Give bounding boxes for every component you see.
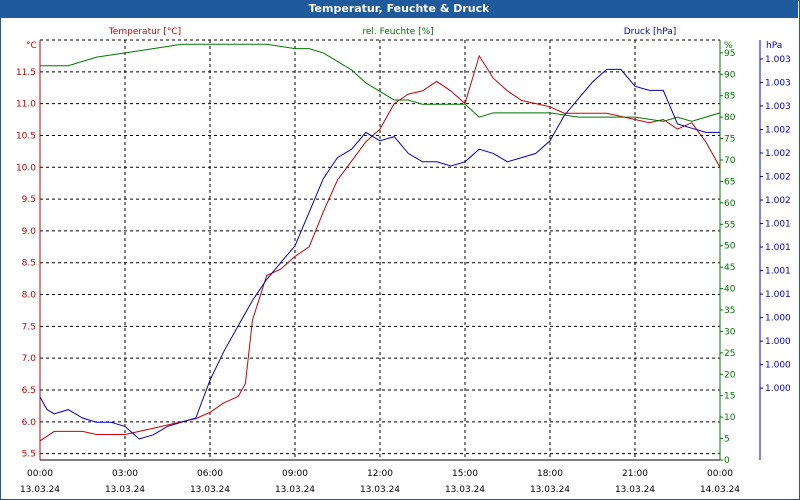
- humidity-tick-label: 70: [724, 156, 736, 166]
- x-tick-date: 13.03.24: [360, 485, 400, 495]
- x-tick-time: 03:00: [112, 469, 138, 479]
- pressure-tick-label: 1.002: [765, 149, 791, 159]
- x-tick-time: 15:00: [452, 469, 478, 479]
- series-line-humidity: [40, 43, 721, 122]
- humidity-tick-label: 5: [724, 435, 730, 445]
- pressure-tick-label: 1.003: [765, 102, 791, 112]
- x-tick-time: 00:00: [27, 469, 53, 479]
- humidity-tick-label: 40: [724, 285, 736, 295]
- humidity-tick-label: 50: [724, 242, 736, 252]
- x-tick-time: 21:00: [622, 469, 648, 479]
- pressure-tick-label: 1.002: [765, 196, 791, 206]
- pressure-tick-label: 1.001: [765, 243, 791, 253]
- legend-humidity: rel. Feuchte [%]: [362, 27, 433, 37]
- temperature-tick-label: 10.5: [16, 131, 36, 141]
- axes: [39, 39, 763, 461]
- legend-temperature: Temperatur [°C]: [108, 27, 181, 37]
- series-line-temperature: [39, 54, 721, 442]
- humidity-tick-label: 15: [724, 392, 735, 402]
- humidity-tick-label: 0: [724, 456, 730, 466]
- x-tick-time: 09:00: [282, 469, 308, 479]
- humidity-tick-label: 25: [724, 349, 735, 359]
- humidity-tick-label: 35: [724, 306, 735, 316]
- x-tick-date: 13.03.24: [105, 485, 145, 495]
- humidity-unit-label: %: [724, 41, 733, 51]
- series-line-pressure: [39, 68, 720, 440]
- temperature-tick-label: 10.0: [16, 163, 36, 173]
- humidity-tick-label: 85: [724, 92, 735, 102]
- window-title: Temperatur, Feuchte & Druck: [0, 0, 798, 18]
- humidity-tick-label: 80: [724, 113, 736, 123]
- temperature-tick-label: 8.5: [22, 259, 36, 269]
- pressure-tick-label: 1.002: [765, 125, 791, 135]
- x-tick-date: 13.03.24: [615, 485, 655, 495]
- humidity-tick-label: 65: [724, 177, 735, 187]
- grid: [40, 40, 720, 460]
- pressure-tick-label: 1.003: [765, 55, 791, 65]
- temperature-tick-label: 6.0: [22, 418, 37, 428]
- pressure-tick-label: 1.000: [765, 314, 791, 324]
- temperature-unit-label: °C: [26, 41, 37, 51]
- x-tick-date: 13.03.24: [445, 485, 485, 495]
- humidity-tick-label: 75: [724, 135, 735, 145]
- temperature-tick-label: 11.0: [16, 100, 36, 110]
- humidity-tick-label: 10: [724, 413, 736, 423]
- pressure-tick-label: 1.002: [765, 173, 791, 183]
- pressure-tick-label: 1.003: [765, 78, 791, 88]
- x-tick-date: 14.03.24: [700, 485, 740, 495]
- legend-pressure: Druck [hPa]: [624, 27, 677, 37]
- series-group: [39, 43, 721, 442]
- pressure-unit-label: hPa: [766, 41, 782, 51]
- x-tick-time: 18:00: [537, 469, 563, 479]
- pressure-tick-label: 1.001: [765, 220, 791, 230]
- temperature-tick-label: 9.5: [22, 195, 36, 205]
- humidity-tick-label: 55: [724, 220, 735, 230]
- temperature-tick-label: 8.0: [22, 291, 37, 301]
- x-tick-date: 13.03.24: [20, 485, 60, 495]
- temperature-tick-label: 9.0: [22, 227, 37, 237]
- humidity-tick-label: 20: [724, 370, 736, 380]
- humidity-tick-label: 90: [724, 70, 736, 80]
- temperature-tick-label: 7.0: [22, 354, 37, 364]
- x-tick-time: 06:00: [197, 469, 223, 479]
- pressure-tick-label: 1.000: [765, 337, 791, 347]
- temperature-tick-label: 5.5: [22, 450, 36, 460]
- pressure-tick-label: 1.000: [765, 384, 791, 394]
- pressure-tick-label: 1.001: [765, 290, 791, 300]
- temperature-tick-label: 7.5: [22, 322, 36, 332]
- humidity-tick-label: 45: [724, 263, 735, 273]
- humidity-tick-label: 95: [724, 49, 735, 59]
- x-tick-date: 13.03.24: [190, 485, 230, 495]
- pressure-tick-label: 1.001: [765, 267, 791, 277]
- x-tick-time: 00:00: [707, 469, 733, 479]
- x-tick-date: 13.03.24: [530, 485, 570, 495]
- pressure-tick-label: 1.000: [765, 361, 791, 371]
- temperature-tick-label: 11.5: [16, 68, 36, 78]
- x-tick-time: 12:00: [367, 469, 393, 479]
- x-tick-date: 13.03.24: [275, 485, 315, 495]
- humidity-tick-label: 60: [724, 199, 736, 209]
- axis-labels: 00:00 13.03.24 03:00 13.03.24 06:00 13.03.24 0…: [16, 27, 791, 495]
- temperature-tick-label: 6.5: [22, 386, 36, 396]
- humidity-tick-label: 30: [724, 327, 736, 337]
